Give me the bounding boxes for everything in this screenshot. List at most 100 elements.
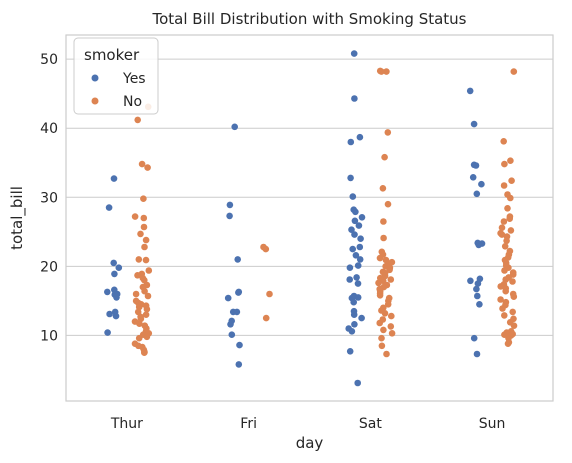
- x-tick-label-sun: Sun: [479, 416, 506, 432]
- point-yes-sat: [350, 298, 358, 306]
- legend: smoker Yes No: [73, 37, 159, 115]
- point-yes-sat: [346, 264, 354, 272]
- point-yes-sat: [349, 245, 357, 253]
- point-no-thur: [141, 243, 148, 251]
- point-yes-sun: [470, 334, 478, 342]
- point-yes-sun: [474, 292, 481, 300]
- point-yes-sat: [346, 276, 354, 283]
- point-yes-sat: [350, 50, 358, 57]
- point-yes-sat: [358, 214, 366, 221]
- point-no-thur: [143, 305, 151, 313]
- y-tick-label: 30: [40, 190, 58, 206]
- x-tick-label-thur: Thur: [110, 416, 143, 432]
- point-yes-fri: [233, 308, 241, 316]
- point-no-sat: [379, 185, 387, 192]
- point-no-sat: [375, 279, 382, 287]
- point-no-thur: [140, 223, 148, 231]
- point-yes-sat: [357, 235, 364, 242]
- point-no-sun: [501, 267, 508, 274]
- legend-marker-yes: [91, 74, 99, 82]
- point-no-sat: [376, 292, 384, 299]
- point-yes-fri: [227, 321, 234, 328]
- point-no-sat: [384, 301, 392, 308]
- point-yes-fri: [235, 361, 243, 368]
- point-yes-sat: [355, 222, 363, 229]
- point-no-sat: [378, 68, 385, 75]
- point-no-thur: [140, 195, 147, 202]
- point-yes-sat: [354, 379, 362, 387]
- point-yes-sat: [350, 311, 358, 319]
- legend-box: [73, 37, 159, 115]
- point-yes-sat: [348, 328, 356, 335]
- x-tick-labels: Thur Fri Sat Sun: [110, 416, 506, 432]
- point-yes-fri: [226, 212, 233, 220]
- point-yes-sat: [346, 348, 354, 355]
- point-no-sun: [499, 305, 506, 312]
- point-no-sat: [376, 254, 384, 262]
- point-yes-thur: [106, 310, 113, 318]
- point-no-sun: [500, 218, 508, 225]
- point-no-sun: [504, 340, 512, 348]
- point-yes-sun: [469, 174, 477, 181]
- point-no-thur: [134, 272, 141, 279]
- point-no-thur: [134, 116, 141, 124]
- legend-label-yes: Yes: [122, 71, 146, 87]
- y-tick-label: 10: [40, 328, 58, 344]
- point-no-sun: [501, 160, 508, 168]
- legend-label-no: No: [123, 94, 142, 110]
- y-tick-label: 20: [40, 259, 58, 275]
- point-no-sat: [381, 310, 389, 317]
- point-yes-sat: [347, 174, 354, 182]
- point-no-sun: [502, 287, 510, 295]
- point-yes-fri: [224, 294, 232, 302]
- point-yes-sat: [354, 262, 362, 269]
- y-tick-labels: 10 20 30 40 50: [40, 52, 58, 344]
- point-no-sun: [501, 243, 509, 250]
- point-no-sun: [508, 177, 515, 184]
- point-no-sat: [386, 266, 393, 274]
- point-no-thur: [135, 256, 143, 263]
- point-no-thur: [142, 236, 150, 244]
- chart-title: Total Bill Distribution with Smoking Sta…: [152, 10, 467, 28]
- point-no-thur: [145, 267, 153, 274]
- y-tick-label: 40: [40, 121, 58, 137]
- point-no-sun: [506, 215, 513, 222]
- x-tick-label-fri: Fri: [240, 416, 257, 432]
- point-no-sat: [388, 330, 396, 337]
- point-yes-sat: [356, 133, 364, 141]
- point-yes-sat: [351, 231, 358, 238]
- point-yes-fri: [228, 331, 236, 339]
- point-no-thur: [141, 349, 148, 357]
- point-yes-fri: [226, 201, 234, 209]
- point-no-thur: [137, 230, 144, 238]
- point-yes-sat: [358, 314, 365, 322]
- point-yes-sat: [356, 243, 364, 251]
- point-no-sun: [503, 237, 510, 245]
- point-yes-sun: [473, 285, 480, 293]
- point-yes-sat: [351, 95, 358, 102]
- point-no-thur: [140, 214, 148, 222]
- point-no-sun: [507, 227, 515, 234]
- point-yes-thur: [110, 259, 117, 267]
- point-no-sun: [498, 224, 506, 231]
- point-no-thur: [135, 334, 143, 342]
- point-no-sun: [497, 296, 504, 303]
- point-no-sun: [509, 308, 516, 316]
- point-yes-fri: [234, 256, 241, 263]
- x-tick-label-sat: Sat: [359, 416, 382, 432]
- point-no-thur: [142, 311, 150, 319]
- point-no-sun: [507, 194, 514, 202]
- point-yes-sat: [351, 217, 359, 225]
- point-no-thur: [142, 256, 150, 264]
- point-no-thur: [144, 164, 151, 171]
- y-tick-label: 50: [40, 52, 58, 68]
- point-yes-sun: [472, 162, 480, 169]
- point-no-sun: [500, 182, 508, 189]
- point-no-sat: [381, 153, 388, 161]
- point-no-sun: [510, 322, 518, 330]
- point-no-sat: [384, 200, 392, 208]
- point-no-sun: [501, 312, 508, 319]
- point-yes-thur: [104, 288, 111, 296]
- legend-title: smoker: [84, 46, 140, 64]
